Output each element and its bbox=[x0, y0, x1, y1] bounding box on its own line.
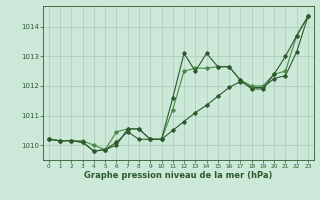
X-axis label: Graphe pression niveau de la mer (hPa): Graphe pression niveau de la mer (hPa) bbox=[84, 171, 273, 180]
